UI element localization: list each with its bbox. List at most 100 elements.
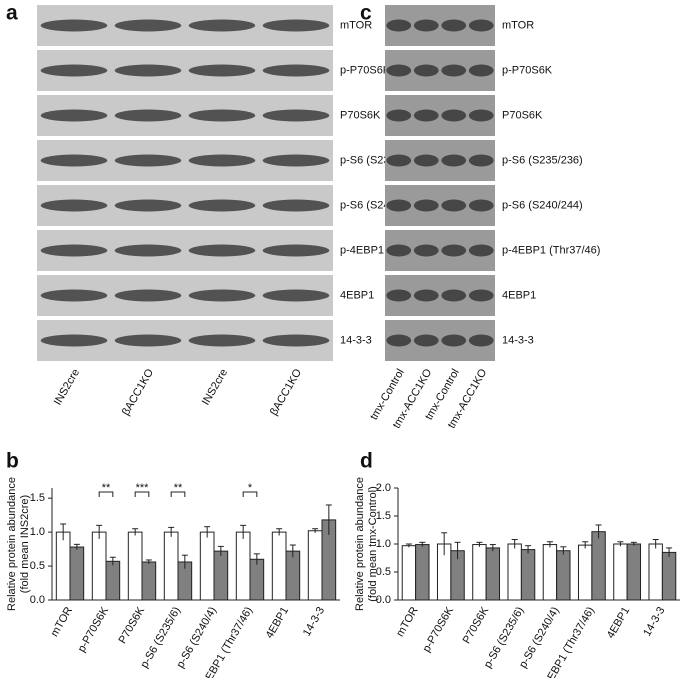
blot-band: [40, 19, 108, 32]
bar: [661, 551, 677, 601]
blot-band: [441, 199, 467, 212]
x-tick-label: 4EBP1: [605, 605, 633, 641]
significance-bracket: [170, 491, 186, 497]
significance-bracket: [134, 491, 150, 497]
x-tick-label: p-P70S6K: [76, 604, 112, 654]
y-tick-label: 0.0: [30, 594, 45, 606]
blot-band: [262, 64, 330, 77]
blot-band: [262, 199, 330, 212]
bar: [213, 550, 229, 601]
blot-band: [262, 289, 330, 302]
blot-band: [262, 154, 330, 167]
blot-band: [468, 64, 494, 77]
blot-label: p-S6 (S240/244): [502, 199, 583, 211]
lane-label: INS2cre: [200, 367, 230, 407]
blot-band: [262, 244, 330, 257]
blot-band: [386, 244, 412, 257]
blot-band: [413, 199, 439, 212]
blot-band: [468, 289, 494, 302]
blot-band: [413, 289, 439, 302]
blot-band: [188, 244, 256, 257]
blot-band: [386, 334, 412, 347]
bar: [105, 560, 121, 601]
blot-band: [413, 109, 439, 122]
bar: [69, 546, 85, 601]
bar: [307, 530, 323, 601]
blot-label: 4EBP1: [340, 289, 374, 301]
bar: [507, 543, 522, 601]
x-tick-label: 4EBP1: [264, 605, 292, 641]
panel-label: d: [360, 450, 373, 473]
bar: [520, 549, 536, 601]
y-tick-label: 1.0: [30, 526, 45, 538]
blot-band: [413, 154, 439, 167]
significance-label: **: [102, 482, 111, 494]
significance-bracket: [242, 491, 258, 497]
blot-band: [188, 64, 256, 77]
panel-label: b: [6, 450, 19, 473]
blot-band: [441, 64, 467, 77]
bar: [577, 544, 593, 601]
bar: [556, 550, 571, 601]
blot-label: p-P70S6K: [340, 64, 391, 76]
bar: [285, 550, 301, 601]
blot-band: [441, 334, 467, 347]
bar: [91, 531, 107, 601]
blot-band: [413, 19, 439, 32]
blot-label: mTOR: [340, 19, 372, 31]
x-tick-label: p-P70S6K: [421, 604, 457, 654]
bar: [613, 543, 628, 601]
blot-band: [441, 19, 467, 32]
bar: [591, 531, 606, 601]
blot-band: [468, 244, 494, 257]
blot-label: 14-3-3: [340, 334, 372, 346]
blot-band: [40, 289, 108, 302]
blot-band: [114, 109, 182, 122]
blot-band: [262, 109, 330, 122]
y-tick-label: 1.5: [376, 510, 391, 522]
blot-band: [188, 334, 256, 347]
y-tick-label: 1.0: [376, 538, 391, 550]
blot-band: [441, 244, 467, 257]
bar: [542, 544, 558, 601]
blot-band: [468, 199, 494, 212]
y-tick-label: 0.5: [30, 560, 45, 572]
blot-label: P70S6K: [502, 109, 543, 121]
blot-band: [413, 244, 439, 257]
y-tick-label: 2.0: [376, 482, 391, 494]
bar: [472, 544, 487, 601]
blot-band: [188, 289, 256, 302]
lane-label: βACC1KO: [120, 367, 156, 418]
bar: [271, 531, 287, 601]
blot-band: [441, 289, 467, 302]
blot-band: [386, 64, 412, 77]
x-tick-label: mTOR: [394, 605, 421, 639]
blot-band: [114, 19, 182, 32]
blot-band: [468, 334, 494, 347]
bar: [401, 545, 417, 601]
blot-band: [40, 109, 108, 122]
blot-label: mTOR: [502, 19, 534, 31]
blot-band: [386, 154, 412, 167]
x-tick-label: mTOR: [49, 605, 76, 639]
y-axis-label: (fold mean tmx-Control): [367, 486, 379, 602]
blot-band: [40, 244, 108, 257]
bar: [199, 531, 215, 601]
blot-label: p-S6 (S235/236): [502, 154, 583, 166]
blot-band: [441, 109, 467, 122]
blot-band: [114, 64, 182, 77]
bar: [163, 531, 179, 601]
y-axis-label: Relative protein abundance: [6, 477, 18, 611]
blot-band: [413, 64, 439, 77]
blot-label: P70S6K: [340, 109, 381, 121]
blot-band: [413, 334, 439, 347]
x-tick-label: P70S6K: [461, 604, 492, 646]
lane-label: INS2cre: [52, 367, 82, 407]
lane-label: βACC1KO: [268, 367, 304, 418]
blot-band: [188, 154, 256, 167]
bar: [249, 558, 265, 601]
bar: [415, 544, 430, 601]
blot-band: [468, 109, 494, 122]
blot-band: [114, 199, 182, 212]
